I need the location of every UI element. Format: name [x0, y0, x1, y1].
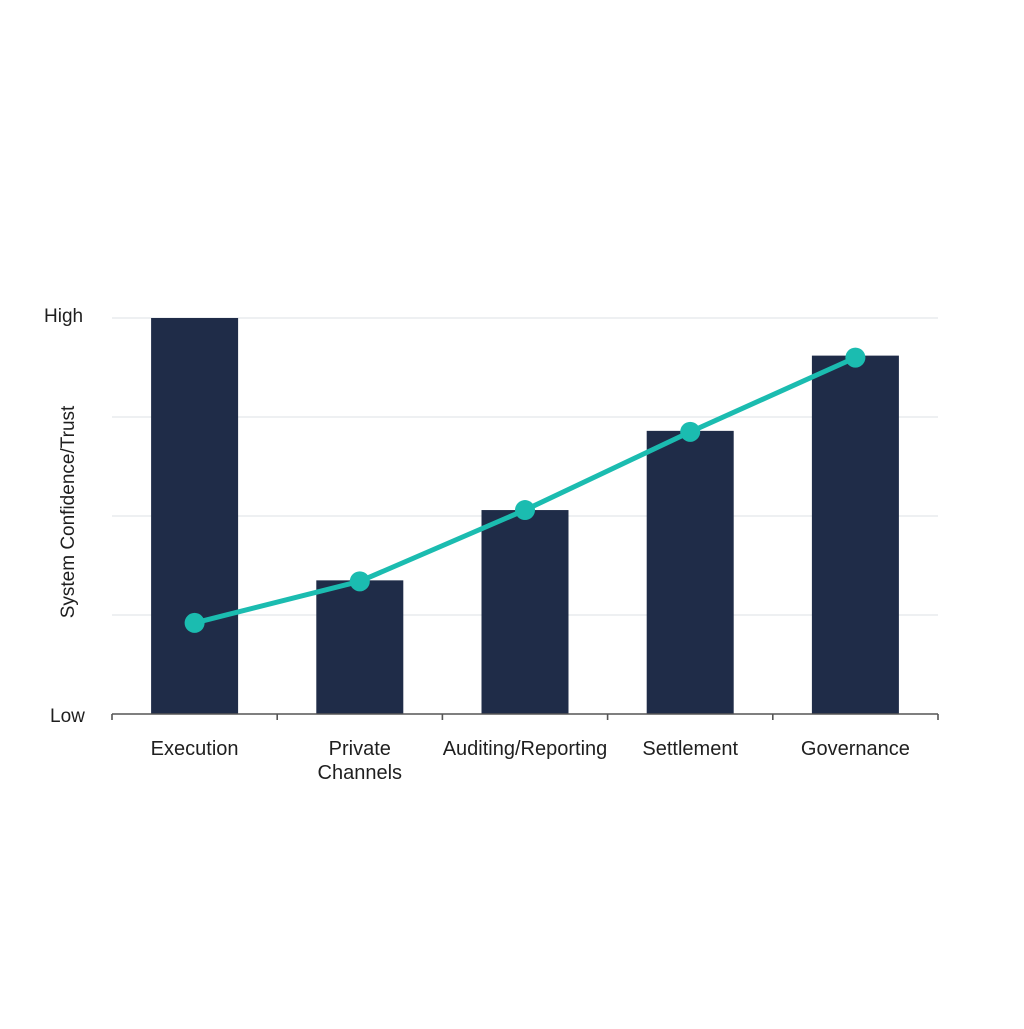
x-tick-label: Governance	[801, 738, 910, 760]
line-series	[184, 347, 866, 633]
bar	[151, 318, 239, 714]
line-point	[515, 500, 535, 521]
bar	[646, 430, 734, 714]
x-tick-label: Auditing/Reporting	[443, 738, 608, 760]
line-point	[349, 571, 370, 592]
line-point	[184, 612, 205, 633]
y-axis-title: System Confidence/Trust	[58, 405, 79, 618]
bar	[481, 510, 569, 714]
x-axis	[111, 713, 939, 720]
y-tick-label-high: High	[44, 306, 83, 327]
bar	[811, 355, 899, 714]
line-point	[680, 421, 701, 442]
line-point	[845, 347, 866, 368]
bar-series	[151, 318, 899, 714]
y-tick-label-low: Low	[50, 706, 85, 727]
x-tick-label: Private	[329, 738, 391, 760]
x-tick-label: Channels	[318, 762, 403, 784]
x-tick-label: Execution	[151, 738, 239, 760]
x-tick-label: Settlement	[642, 738, 738, 760]
bar	[316, 580, 404, 714]
